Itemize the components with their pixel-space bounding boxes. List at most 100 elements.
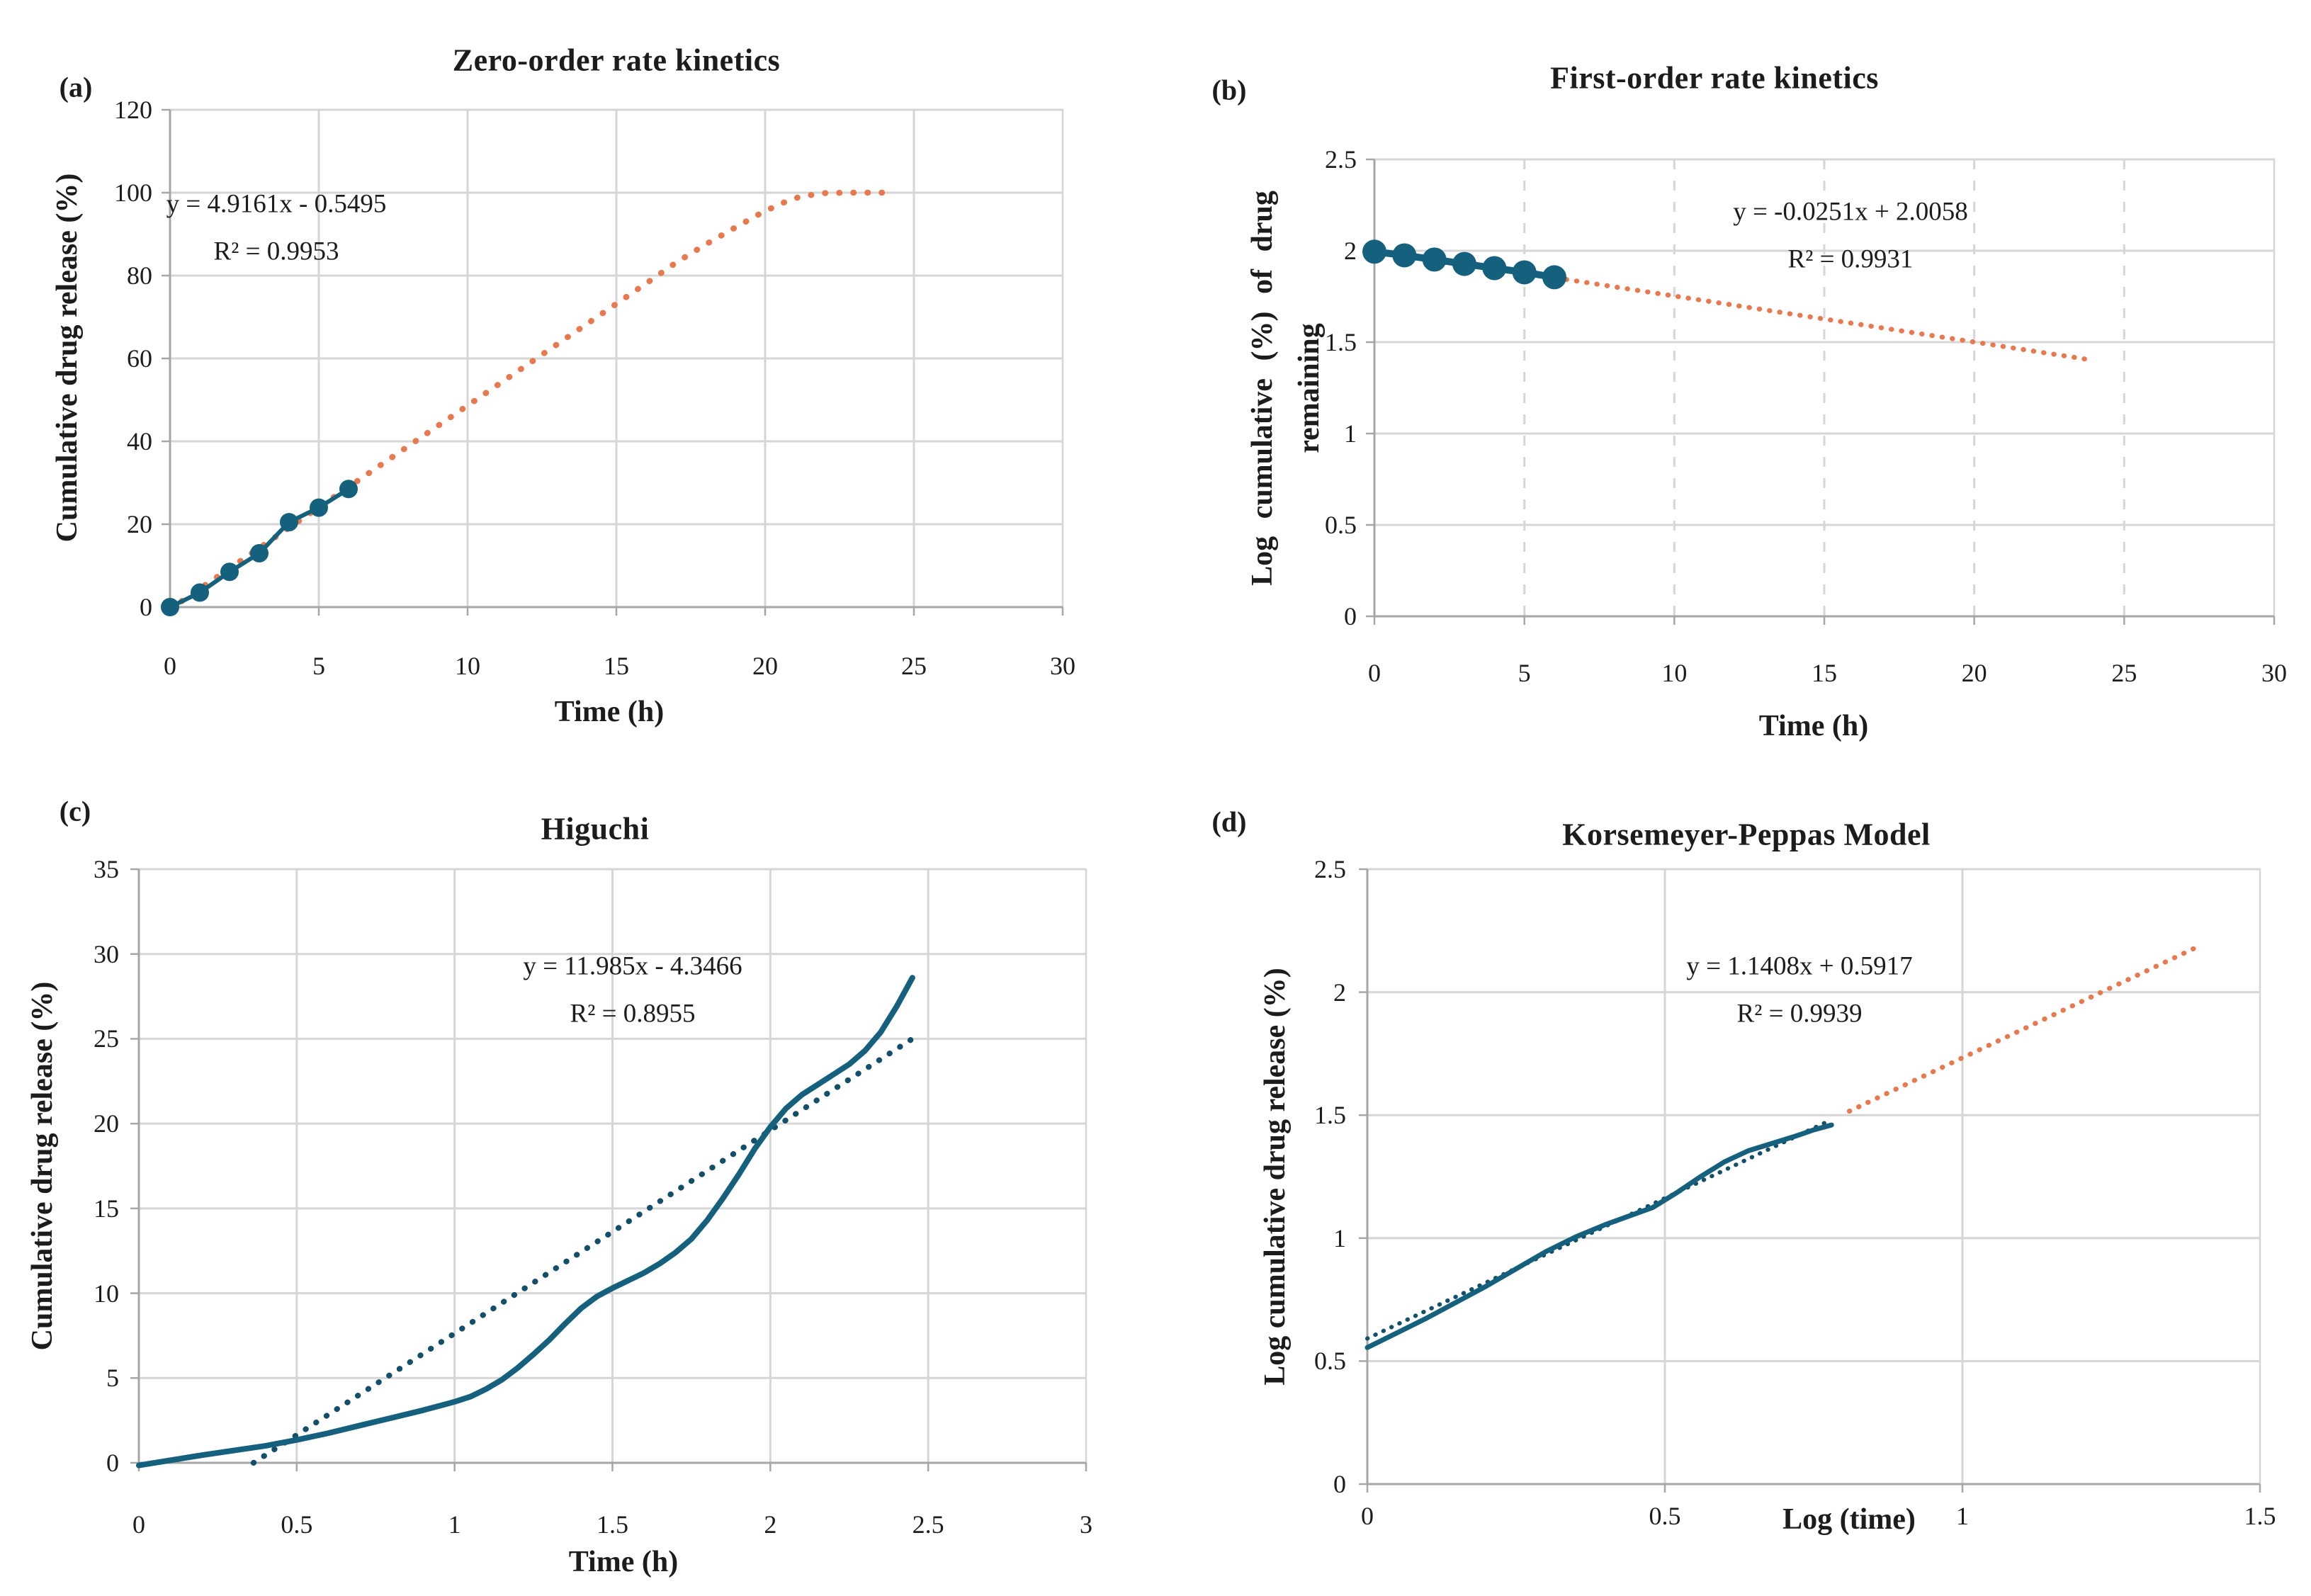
observed-log-remaining-marker (1482, 256, 1507, 281)
observed-log-remaining-marker (1392, 243, 1417, 268)
predicted-release-trend (166, 189, 888, 613)
x-tick-label-c: 1 (448, 1510, 461, 1539)
y-tick-label-d: 0.5 (1314, 1347, 1346, 1376)
panel-b-y-axis-label-line1: Log cumulative (%) of drug (1246, 191, 1279, 586)
observed-log-remaining-marker (1452, 251, 1476, 276)
observed-log-remaining-marker (1362, 239, 1386, 264)
observed-cumulative-release-marker (250, 543, 269, 562)
y-tick-label-d: 2.5 (1314, 855, 1346, 883)
observed-cumulative-release-marker (339, 480, 358, 499)
panel-b-y-axis-label-line2: remaining (1293, 323, 1326, 453)
y-tick-label-a: 0 (140, 593, 152, 621)
x-tick-label-b: 25 (2111, 659, 2137, 687)
observed-cumulative-release-marker (161, 598, 179, 616)
panel-d-equation: y = 1.1408x + 0.5917 R² = 0.9939 (1686, 943, 1912, 1037)
panel-c-y-axis-label: Cumulative drug release (%) (26, 981, 59, 1351)
observed-cumulative-release-marker (310, 498, 328, 517)
y-tick-label-c: 15 (94, 1194, 119, 1223)
y-tick-label-b: 0 (1344, 602, 1357, 630)
x-tick-label-d: 0 (1361, 1502, 1374, 1530)
x-tick-label-c: 0 (132, 1510, 145, 1539)
y-tick-label-c: 30 (94, 939, 119, 968)
panel-a-equation-line: y = 4.9161x - 0.5495 (166, 189, 387, 219)
observed-log-remaining-marker (1422, 247, 1447, 272)
y-tick-label-d: 2 (1333, 978, 1346, 1007)
y-tick-label-b: 0.5 (1325, 511, 1357, 539)
y-tick-label-b: 1 (1344, 419, 1357, 448)
higuchi-linear-trend (250, 1036, 915, 1466)
y-tick-label-a: 40 (127, 427, 152, 455)
panel-a-y-axis-label: Cumulative drug release (%) (51, 173, 84, 543)
x-tick-label-d: 1 (1956, 1502, 1969, 1530)
x-tick-label-b: 0 (1368, 659, 1381, 687)
panel-d-title: Korsemeyer-Peppas Model (1562, 817, 1931, 852)
x-tick-label-a: 25 (901, 652, 927, 680)
y-tick-label-a: 120 (114, 96, 152, 124)
observed-log-remaining-marker (1542, 265, 1566, 290)
panel-b-equation: y = -0.0251x + 2.0058 R² = 0.9931 (1733, 188, 1968, 283)
y-tick-label-c: 25 (94, 1024, 119, 1053)
x-tick-label-a: 10 (455, 652, 480, 680)
y-tick-label-c: 5 (106, 1364, 119, 1393)
x-tick-label-c: 1.5 (597, 1510, 628, 1539)
x-tick-label-d: 0.5 (1649, 1502, 1681, 1530)
peppas-trend-projection (1846, 943, 2203, 1114)
panel-d-r-squared: R² = 0.9939 (1736, 999, 1863, 1028)
panel-c-equation-line: y = 11.985x - 4.3466 (523, 951, 742, 981)
y-tick-label-a: 80 (127, 261, 152, 290)
y-tick-label-b: 1.5 (1325, 328, 1357, 356)
panel-d-y-axis-label: Log cumulative drug release (%) (1259, 968, 1292, 1386)
first-order-trend-projection (1564, 277, 2097, 363)
panel-d-letter: (d) (1211, 805, 1247, 838)
panel-c-equation: y = 11.985x - 4.3466 R² = 0.8955 (523, 943, 742, 1037)
y-tick-label-c: 0 (106, 1449, 119, 1477)
y-tick-label-d: 0 (1333, 1470, 1346, 1498)
observed-cumulative-release-marker (220, 562, 239, 582)
x-tick-label-b: 5 (1518, 659, 1531, 687)
panel-b-r-squared: R² = 0.9931 (1787, 244, 1914, 273)
x-tick-label-b: 15 (1812, 659, 1837, 687)
observed-release-curve (136, 975, 915, 1468)
panel-c-title: Higuchi (541, 811, 650, 847)
panel-a-x-axis-label: Time (h) (554, 696, 665, 728)
panel-c-r-squared: R² = 0.8955 (570, 999, 696, 1028)
panel-b-equation-line: y = -0.0251x + 2.0058 (1733, 197, 1968, 227)
x-tick-label-a: 30 (1050, 652, 1075, 680)
x-tick-label-b: 10 (1661, 659, 1688, 687)
observed-log-release (1364, 1122, 1834, 1350)
x-tick-label-a: 20 (752, 652, 778, 680)
panel-d-x-axis-label: Log (time) (1782, 1503, 1916, 1536)
panel-b-title: First-order rate kinetics (1550, 60, 1879, 96)
x-tick-label-c: 3 (1080, 1510, 1092, 1539)
x-tick-label-a: 0 (164, 652, 176, 680)
x-tick-label-c: 2 (764, 1510, 777, 1539)
panel-a-letter: (a) (59, 71, 93, 103)
x-tick-label-d: 1.5 (2244, 1502, 2276, 1530)
x-tick-label-b: 20 (1961, 659, 1987, 687)
y-tick-label-d: 1.5 (1314, 1101, 1346, 1130)
x-tick-label-a: 15 (604, 652, 629, 680)
panel-a-title: Zero-order rate kinetics (452, 43, 781, 78)
y-tick-label-a: 100 (114, 179, 152, 207)
observed-log-remaining-marker (1512, 260, 1537, 285)
y-tick-label-a: 60 (127, 344, 152, 373)
panel-a-equation: y = 4.9161x - 0.5495 R² = 0.9953 (166, 181, 387, 275)
y-tick-label-a: 20 (127, 510, 152, 538)
panel-a-r-squared: R² = 0.9953 (213, 237, 339, 266)
observed-cumulative-release-marker (191, 583, 209, 602)
panel-b-x-axis-label: Time (h) (1758, 710, 1869, 742)
y-tick-label-b: 2 (1344, 237, 1357, 265)
y-tick-label-c: 20 (94, 1109, 119, 1138)
x-tick-label-c: 0.5 (281, 1510, 313, 1539)
x-tick-label-c: 2.5 (912, 1510, 944, 1539)
y-tick-label-c: 10 (94, 1279, 119, 1308)
panel-b-letter: (b) (1211, 74, 1247, 106)
y-tick-label-b: 2.5 (1325, 145, 1357, 174)
panel-c-x-axis-label: Time (h) (568, 1546, 679, 1578)
panel-c-letter: (c) (59, 795, 91, 827)
y-tick-label-d: 1 (1333, 1223, 1346, 1252)
y-tick-label-c: 35 (94, 855, 119, 883)
panel-d-equation-line: y = 1.1408x + 0.5917 (1686, 951, 1913, 981)
